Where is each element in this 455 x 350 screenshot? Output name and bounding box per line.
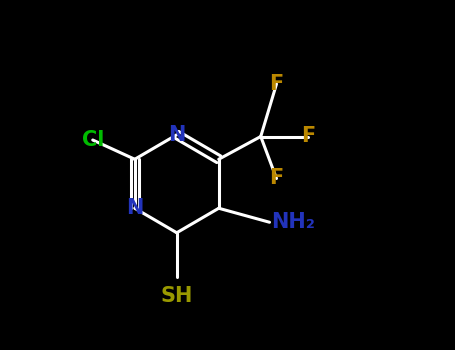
Text: NH₂: NH₂	[271, 212, 315, 232]
Text: F: F	[269, 74, 283, 94]
Text: SH: SH	[161, 286, 193, 306]
Text: F: F	[301, 126, 315, 147]
Text: Cl: Cl	[81, 130, 104, 150]
Text: F: F	[269, 168, 283, 189]
Text: N: N	[126, 198, 143, 218]
Text: N: N	[168, 125, 186, 145]
